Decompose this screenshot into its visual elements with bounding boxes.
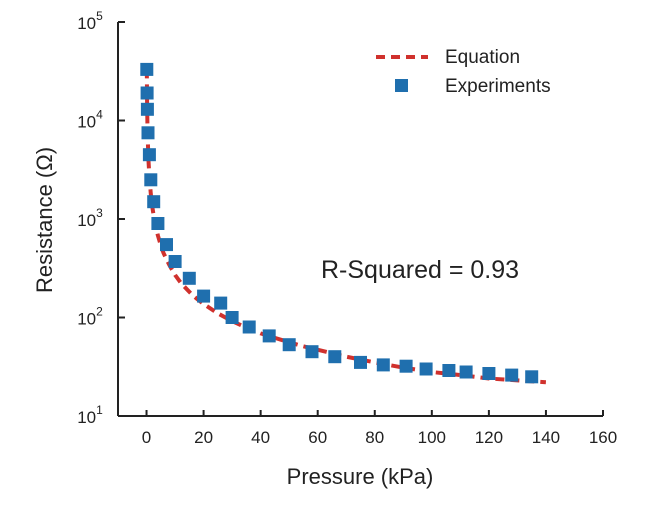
y-tick-base: 10 (77, 211, 96, 230)
x-tick-label: 60 (308, 428, 327, 447)
x-tick-label: 40 (251, 428, 270, 447)
y-tick-label: 103 (77, 206, 103, 230)
experiment-point (151, 217, 165, 230)
y-tick-base: 10 (77, 14, 96, 33)
y-tick-exponent: 4 (96, 108, 103, 122)
legend-experiments-swatch (395, 79, 408, 92)
equation-curve (144, 69, 547, 385)
experiment-point (140, 102, 154, 116)
x-tick-label: 0 (142, 428, 151, 447)
experiment-point (140, 86, 154, 100)
experiment-point (140, 62, 154, 76)
plot-area (140, 62, 547, 385)
experiment-point (419, 362, 433, 376)
y-tick-label: 104 (77, 108, 103, 132)
x-tick-label: 20 (194, 428, 213, 447)
experiment-point (182, 271, 196, 285)
experiment-point (399, 359, 413, 373)
experiment-point (525, 370, 539, 384)
x-axis-label: Pressure (kPa) (287, 464, 434, 489)
x-tick-label: 80 (365, 428, 384, 447)
experiment-point (225, 311, 239, 324)
experiment-point (262, 329, 276, 343)
y-tick-exponent: 2 (96, 305, 103, 319)
experiment-point (459, 365, 473, 379)
experiment-point (160, 238, 173, 252)
experiment-point (482, 367, 496, 380)
experiment-point (505, 368, 519, 382)
x-tick-label: 120 (475, 428, 503, 447)
x-tick-label: 160 (589, 428, 617, 447)
y-tick-exponent: 3 (96, 206, 103, 220)
r-squared-annotation: R-Squared = 0.93 (321, 256, 519, 284)
experiment-point (142, 148, 156, 162)
y-tick-label: 102 (77, 305, 103, 329)
experiment-point (147, 195, 161, 209)
experiment-point (328, 350, 342, 364)
x-ticks: 0 20 40 60 80 100 120 140 160 (142, 410, 617, 447)
y-tick-base: 10 (77, 113, 96, 132)
experiment-point (214, 296, 228, 310)
y-tick-base: 10 (77, 310, 96, 329)
experiment-point (376, 358, 390, 372)
experiment-point (168, 255, 182, 268)
y-tick-exponent: 5 (96, 9, 103, 23)
experiment-point (197, 289, 211, 303)
experiment-point (282, 338, 296, 352)
y-tick-base: 10 (77, 408, 96, 427)
x-tick-label: 100 (418, 428, 446, 447)
experiment-point (141, 126, 155, 140)
experiment-point (442, 364, 456, 377)
y-tick-label: 101 (77, 403, 103, 427)
legend: Equation Experiments (376, 47, 551, 97)
experiment-point (305, 345, 319, 359)
y-tick-exponent: 1 (96, 403, 103, 417)
legend-equation-label: Equation (445, 47, 520, 68)
x-tick-label: 140 (532, 428, 560, 447)
y-tick-label: 105 (77, 9, 103, 33)
legend-experiments-label: Experiments (445, 76, 551, 97)
experiment-point (354, 355, 367, 369)
y-axis-label: Resistance (Ω) (32, 147, 57, 293)
experiment-point (144, 173, 158, 187)
experiment-point (242, 320, 256, 334)
